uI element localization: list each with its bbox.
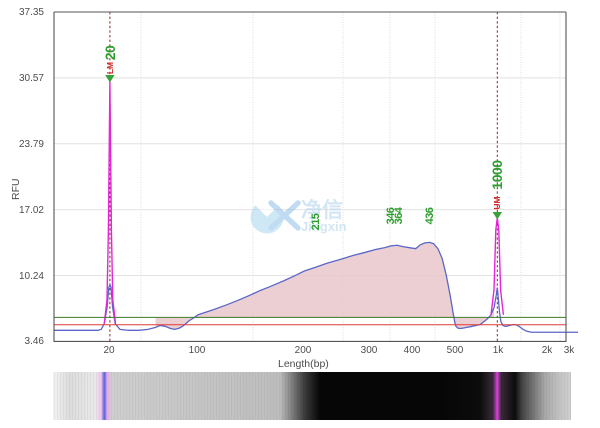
svg-text:Jingxin: Jingxin [301, 219, 347, 234]
